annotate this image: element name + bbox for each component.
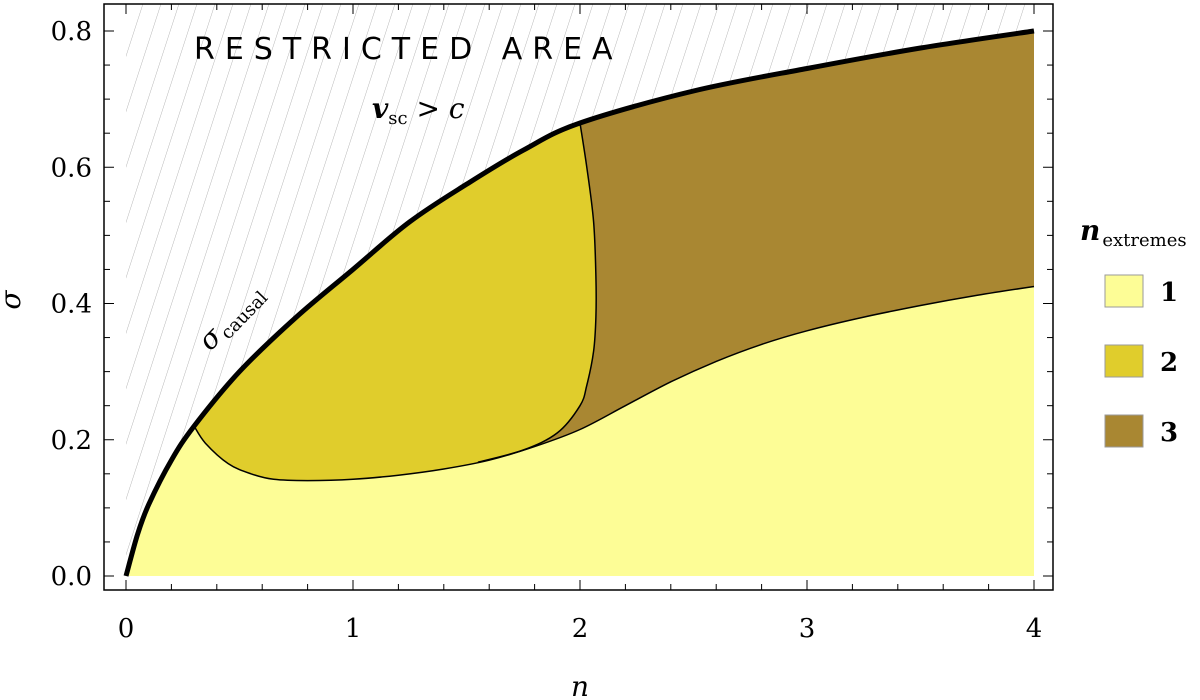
plot-regions [126, 4, 1035, 576]
y-tick-label: 0.8 [51, 17, 92, 47]
restricted-area-region [126, 4, 1034, 576]
legend-swatch [1104, 344, 1144, 378]
legend: n extremes 1 2 3 [1080, 214, 1187, 448]
vsc-sub: sc [388, 108, 407, 129]
y-tick-label: 0.6 [51, 153, 92, 183]
legend-label: 3 [1160, 418, 1178, 448]
x-tick-label: 4 [1026, 614, 1043, 644]
y-tick-label: 0.4 [51, 290, 92, 320]
legend-swatch [1104, 414, 1144, 448]
vsc-main: v [372, 92, 389, 125]
vsc-rest: > c [408, 92, 465, 125]
vsc-annotation: vsc > c [372, 92, 465, 129]
boundary-2-3-curve [477, 122, 597, 463]
plot-curves [123, 28, 1035, 577]
legend-swatch [1104, 274, 1144, 308]
region-2 [194, 123, 597, 481]
legend-title: n extremes [1080, 214, 1187, 251]
x-tick-label: 3 [799, 614, 816, 644]
legend-title-sub: extremes [1102, 230, 1186, 251]
lower-boundary-curve [193, 285, 1035, 482]
plot-frame [103, 3, 1054, 591]
legend-label: 2 [1160, 348, 1178, 378]
legend-title-main: n [1080, 214, 1100, 247]
sigma-causal-curve [123, 28, 1035, 577]
restricted-area-annotation: RESTRICTED AREA [194, 32, 623, 67]
legend-label: 1 [1160, 278, 1178, 308]
y-axis-label: σ [0, 290, 27, 310]
tick-labels: 0 1 2 3 4 0.0 0.2 0.4 0.6 0.8 [51, 17, 1043, 644]
x-tick-label: 2 [572, 614, 589, 644]
x-tick-label: 1 [345, 614, 362, 644]
y-tick-label: 0.0 [51, 562, 92, 592]
legend-items: 1 2 3 [1104, 274, 1178, 448]
y-tick-label: 0.2 [51, 426, 92, 456]
x-tick-label: 0 [118, 614, 135, 644]
x-axis-label: n [571, 670, 589, 700]
axis-ticks [104, 4, 1053, 590]
